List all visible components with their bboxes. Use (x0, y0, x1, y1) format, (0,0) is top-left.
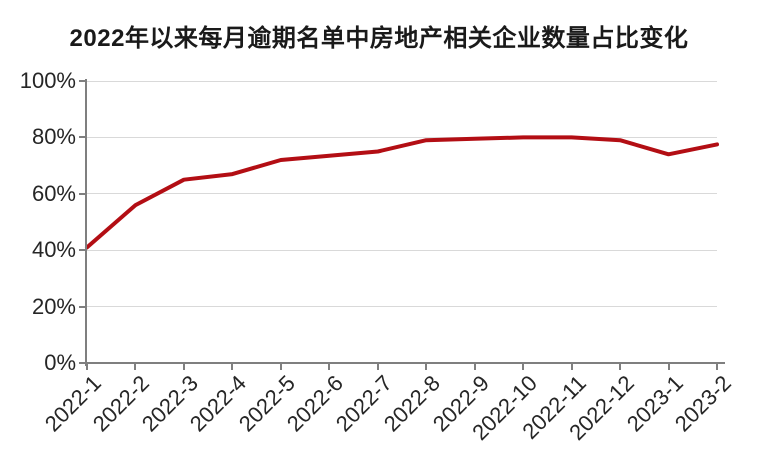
y-axis-line (85, 79, 87, 366)
y-axis-tick (79, 305, 87, 308)
y-tick-label: 60% (31, 180, 76, 206)
x-axis-tick (328, 364, 331, 370)
x-axis-tick (716, 364, 718, 370)
gridline (87, 306, 717, 308)
y-tick-label: 40% (31, 237, 76, 263)
x-axis-tick (231, 364, 234, 370)
gridline (87, 80, 717, 82)
x-axis-tick (570, 364, 573, 370)
y-tick-label: 100% (19, 68, 76, 93)
x-axis-tick (279, 364, 282, 370)
x-axis-tick (522, 364, 525, 370)
y-tick-label: 0% (44, 350, 76, 375)
y-axis-tick (79, 80, 87, 82)
chart-title: 2022年以来每月逾期名单中房地产相关企业数量占比变化 (69, 25, 689, 52)
y-axis-tick (79, 192, 87, 195)
gridline (87, 249, 717, 251)
x-axis-tick (134, 364, 137, 370)
x-axis-tick (182, 364, 185, 370)
y-tick-label: 80% (31, 124, 76, 150)
gridline (87, 193, 717, 195)
trend-line-chart (85, 135, 719, 250)
x-axis-tick (425, 364, 428, 370)
x-axis-tick (619, 364, 622, 370)
gridline (87, 136, 717, 138)
y-axis-tick (79, 136, 87, 139)
x-axis-tick (473, 364, 476, 370)
x-axis-tick (376, 364, 379, 370)
x-axis-line (85, 362, 725, 364)
y-axis-tick (79, 249, 87, 252)
x-axis-tick (86, 364, 88, 370)
y-tick-label: 20% (31, 293, 76, 319)
x-axis-tick (667, 364, 670, 370)
trend-line (85, 135, 719, 250)
y-axis-tick (79, 362, 87, 364)
